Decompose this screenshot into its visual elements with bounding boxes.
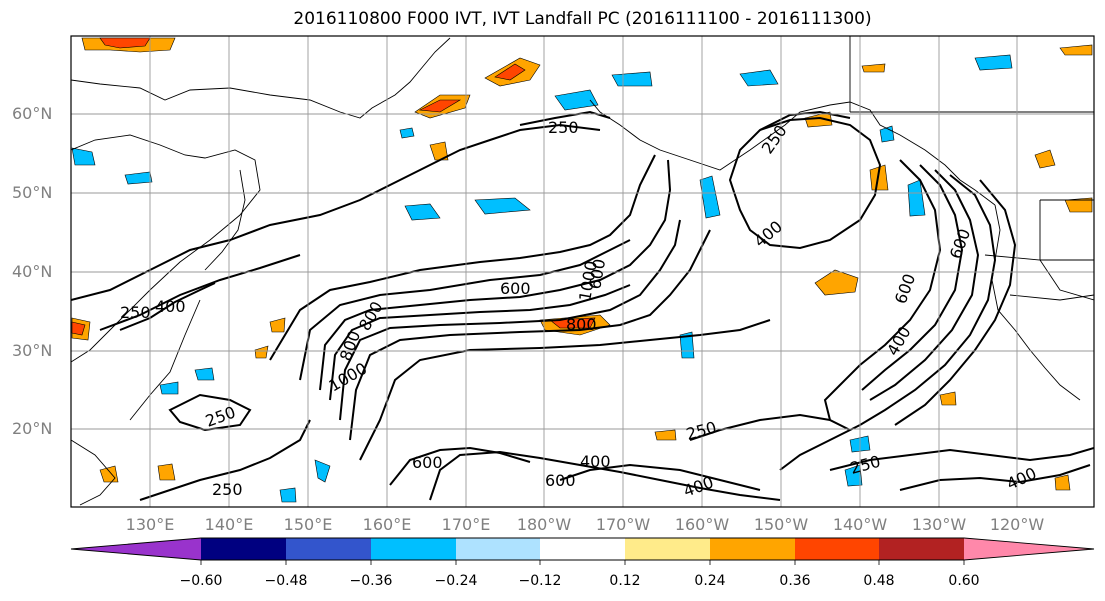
lon-label: 150°W: [753, 515, 809, 534]
negative-anomaly: [679, 331, 695, 359]
lon-label: 130°W: [911, 515, 967, 534]
contour-label: 250: [684, 418, 718, 444]
contour-label: 250: [120, 303, 151, 322]
negative-anomaly: [71, 147, 96, 166]
negative-anomaly: [194, 367, 215, 381]
negative-anomaly: [699, 175, 721, 219]
negative-anomaly: [974, 54, 1013, 71]
lat-label: 60°N: [12, 104, 53, 123]
colorbar-tick-label: −0.48: [264, 573, 308, 589]
positive-anomaly: [99, 37, 151, 49]
lon-label: 150°E: [283, 515, 333, 534]
contour-label: 800: [566, 315, 597, 334]
positive-anomaly: [939, 391, 957, 406]
positive-anomaly: [157, 463, 176, 481]
lat-label: 40°N: [12, 262, 53, 281]
contour-label: 400: [580, 452, 611, 471]
contour-label: 600: [545, 471, 576, 490]
positive-anomaly: [1064, 197, 1093, 213]
negative-anomaly: [554, 89, 599, 111]
contour-label: 600: [946, 226, 974, 261]
contour-label: 250: [848, 452, 882, 478]
lon-label: 140°E: [204, 515, 254, 534]
positive-anomaly: [1034, 149, 1056, 169]
colorbar-tick-label: −0.36: [349, 573, 393, 589]
positive-anomaly: [494, 63, 526, 81]
contour-label: 600: [891, 271, 919, 306]
contour-label: 400: [883, 323, 915, 359]
negative-anomaly: [124, 171, 153, 185]
positive-anomaly: [99, 465, 119, 483]
negative-anomaly: [611, 71, 653, 87]
colorbar-bin: [625, 538, 710, 560]
gridlines: [71, 36, 1094, 507]
lat-label: 20°N: [12, 419, 53, 438]
lon-label: 160°W: [674, 515, 730, 534]
negative-anomaly: [474, 197, 531, 215]
colorbar-tick-label: 0.24: [694, 573, 726, 589]
positive-anomaly: [861, 63, 886, 73]
colorbar-bin: [795, 538, 879, 560]
colorbar-tick-label: 0.60: [948, 573, 980, 589]
contour-label: 250: [758, 121, 791, 157]
lat-label: 50°N: [12, 183, 53, 202]
contour-label: 250: [548, 118, 579, 137]
colorbar-tick-label: 0.36: [779, 573, 811, 589]
map-title: 2016110800 F000 IVT, IVT Landfall PC (20…: [293, 9, 872, 29]
contour-label: 400: [681, 472, 716, 500]
contour-label: 800: [355, 298, 387, 334]
colorbar-bin: [540, 538, 625, 560]
contour-label: 250: [212, 480, 243, 499]
contour-label: 400: [1004, 463, 1040, 493]
negative-anomaly: [279, 487, 297, 503]
lon-label: 160°E: [362, 515, 412, 534]
contour-label: 400: [155, 297, 186, 316]
lon-label: 140°W: [832, 515, 888, 534]
colorbar-bin: [286, 538, 371, 560]
lon-label: 180°W: [516, 515, 572, 534]
lon-label: 170°E: [441, 515, 491, 534]
map-border: [70, 35, 1095, 508]
colorbar-tick-label: −0.60: [179, 573, 223, 589]
colorbar-extend-high: [964, 538, 1094, 560]
negative-anomaly: [844, 464, 863, 487]
lon-label: 170°W: [595, 515, 651, 534]
colorbar-bin: [371, 538, 456, 560]
negative-anomaly: [907, 179, 926, 217]
positive-anomaly: [254, 345, 269, 359]
colorbar-bin: [710, 538, 795, 560]
positive-anomaly: [814, 269, 859, 296]
positive-anomaly: [1059, 44, 1093, 56]
coastlines: [71, 36, 1094, 506]
positive-anomaly: [269, 317, 286, 333]
contour-label: 600: [412, 453, 443, 472]
negative-anomaly: [404, 203, 441, 221]
contour-label: 600: [500, 279, 531, 298]
positive-anomaly: [654, 429, 677, 441]
lat-label: 30°N: [12, 341, 53, 360]
lon-label: 130°E: [125, 515, 175, 534]
colorbar-bin: [456, 538, 540, 560]
ivt-contours: [71, 110, 1094, 501]
positive-anomaly: [1054, 474, 1071, 491]
colorbar-tick-label: 0.12: [609, 573, 641, 589]
colorbar: [70, 537, 1095, 565]
colorbar-tick-label: −0.24: [434, 573, 478, 589]
colorbar-bin: [201, 538, 286, 560]
colorbar-extend-low: [71, 538, 201, 560]
colorbar-tick-label: −0.12: [518, 573, 562, 589]
negative-anomaly: [739, 69, 779, 87]
negative-anomaly: [159, 381, 179, 395]
negative-anomaly: [399, 127, 415, 139]
colorbar-bin: [879, 538, 964, 560]
negative-anomaly: [314, 459, 331, 483]
positive-anomaly: [429, 141, 449, 161]
positive-anomaly: [71, 321, 86, 336]
colorbar-tick-label: 0.48: [863, 573, 895, 589]
positive-anomaly: [418, 99, 462, 113]
lon-label: 120°W: [989, 515, 1045, 534]
